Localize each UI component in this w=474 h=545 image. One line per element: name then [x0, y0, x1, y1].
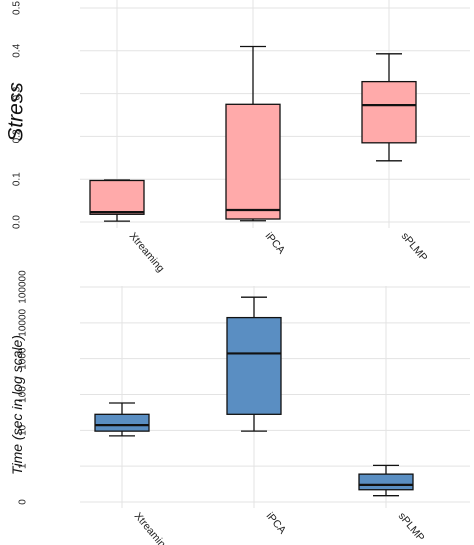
x-category-label-splmp: sPLMP	[396, 510, 427, 544]
x-category-label-splmp: sPLMP	[399, 230, 430, 264]
y-tick-label: 100000	[18, 270, 29, 304]
y-tick-label: 10000	[18, 308, 29, 336]
y-tick-label: 0	[18, 499, 29, 505]
y-tick-label: 10	[18, 424, 29, 436]
box-ipca	[226, 316, 282, 415]
y-tick-label: 0.1	[12, 172, 23, 186]
box-splmp	[358, 473, 414, 491]
box-ipca	[225, 103, 281, 220]
x-category-label-ipca: iPCA	[264, 510, 289, 536]
y-axis-label: Stress	[4, 82, 27, 142]
y-tick-label: 1000	[18, 347, 29, 370]
y-tick-label: 1	[18, 463, 29, 469]
y-tick-label: 0.3	[12, 86, 23, 100]
time-panel: 0 1 10 100 1000 10000 100000 Time (sec in log s…	[9, 270, 470, 545]
box-xtreaming	[89, 179, 145, 215]
x-category-label-xtreaming: Xtreaming	[127, 230, 167, 274]
stress-panel: 0.0 0.1 0.2 0.3 0.4 0.5 Stress Xtreaming iPCA sPL…	[4, 0, 470, 275]
y-tick-label: 0.4	[12, 43, 23, 57]
box-splmp	[361, 80, 417, 144]
box-xtreaming	[94, 413, 150, 432]
y-tick-label: 100	[18, 386, 29, 403]
y-tick-label: 0.0	[12, 215, 23, 229]
y-tick-label: 0.5	[12, 1, 23, 15]
x-category-label-xtreaming: Xtreaming	[132, 510, 172, 545]
x-category-label-ipca: iPCA	[263, 230, 288, 256]
y-axis-label: Time (sec in log scale)	[9, 335, 25, 475]
y-tick-label: 0.2	[12, 129, 23, 143]
